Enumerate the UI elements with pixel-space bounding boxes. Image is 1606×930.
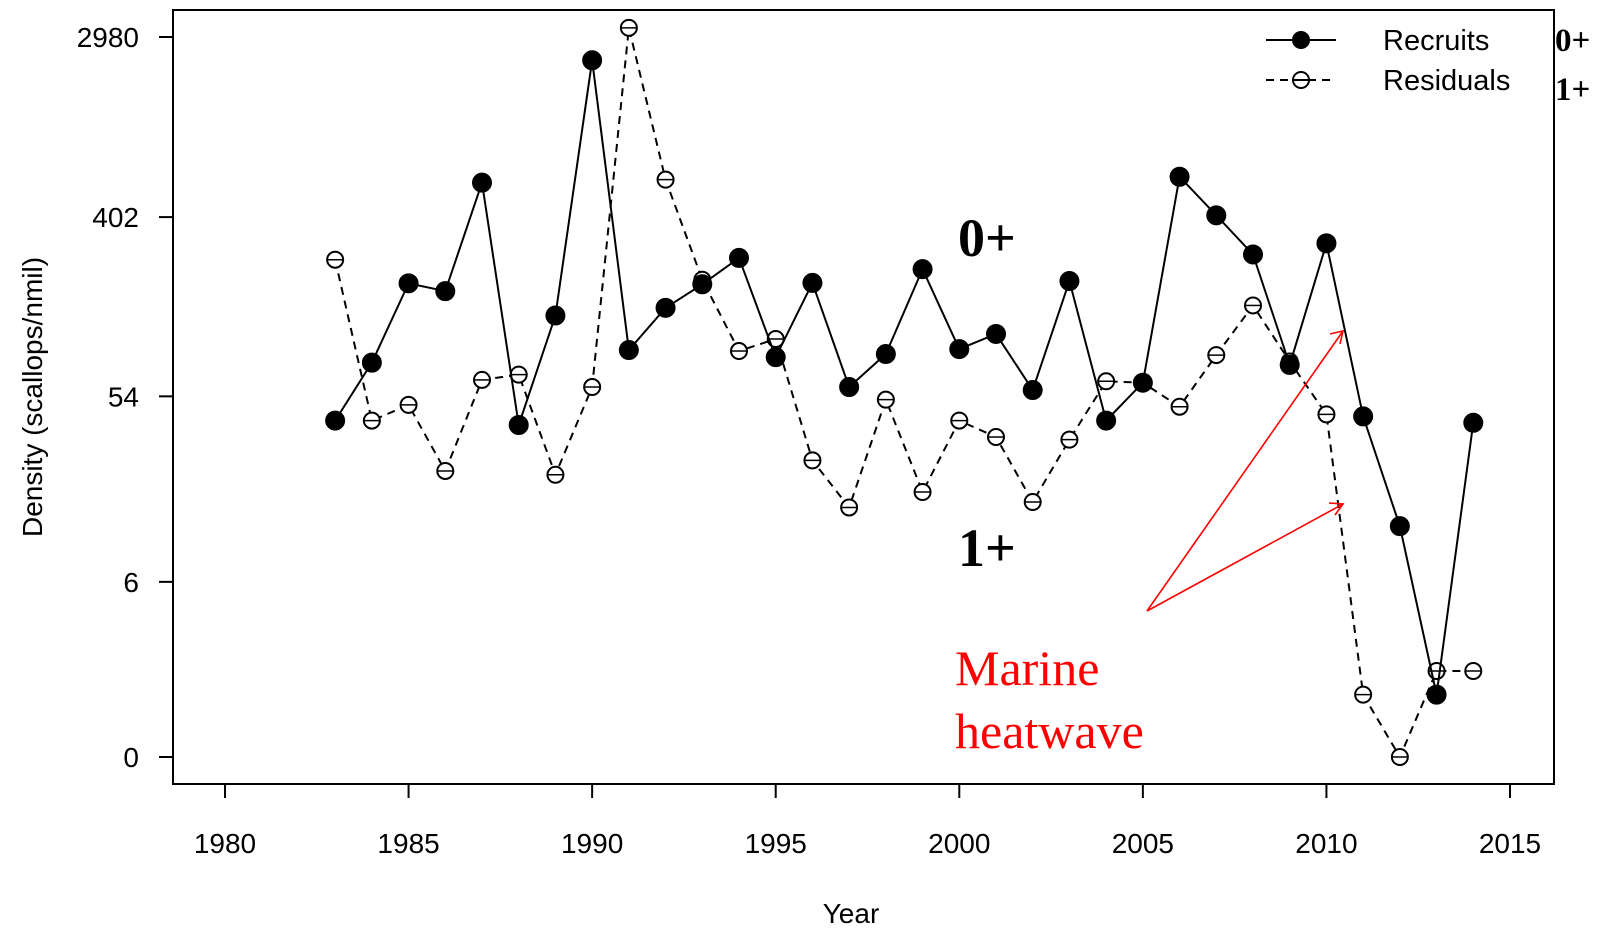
corner-label-0plus: 0+ [1555,23,1590,59]
recruits-point [655,297,676,318]
recruits-point [582,50,603,71]
recruits-point [508,415,529,436]
heatwave-label-line1: Marine [955,640,1099,696]
recruits-point [875,344,896,365]
corner-label-1plus-text: 1+ [1555,72,1590,108]
x-tick-label: 2005 [1112,828,1174,859]
recruits-point [949,339,970,360]
recruits-point [1022,380,1043,401]
recruits-point [1353,406,1374,427]
x-tick-label: 2010 [1295,828,1357,859]
legend-residuals-label: Residuals [1383,65,1510,97]
recruits-point [1463,412,1484,433]
x-tick-label: 1980 [194,828,256,859]
x-axis-title: Year [823,898,880,929]
recruits-point [1169,166,1190,187]
series-recruits [325,50,1484,705]
y-tick-label: 54 [108,381,139,412]
marine-heatwave-annotation: Marine heatwave [955,329,1345,759]
recruits-point [1096,410,1117,431]
heatwave-label-line2: heatwave [955,703,1144,759]
recruits-point [1389,516,1410,537]
recruits-point [765,347,786,368]
recruits-point [435,281,456,302]
y-tick-label: 2980 [77,22,139,53]
recruits-point [1132,372,1153,393]
recruits-point [1426,684,1447,705]
recruits-point [1243,244,1263,265]
corner-label-1plus: 1+ [1555,72,1590,108]
annotation-0plus: 0+ [958,208,1016,268]
y-tick-label: 6 [123,567,139,598]
x-axis: 1980 1985 1990 1995 2000 2005 2010 2015 [194,784,1541,859]
plot-frame [172,9,1555,785]
recruits-point [1316,233,1337,254]
y-tick-label: 0 [123,742,139,773]
recruits-point [729,247,749,268]
recruits-point [361,352,382,373]
recruits-point [802,272,823,293]
heatwave-arrow-lower [1146,503,1344,612]
heatwave-arrowhead-upper [1329,329,1345,345]
legend: Recruits Residuals [1266,25,1510,97]
legend-recruits-marker [1292,31,1310,49]
recruits-point [692,274,713,295]
x-tick-label: 1985 [377,828,439,859]
recruits-point [398,273,419,294]
x-tick-label: 1990 [561,828,623,859]
y-axis-title: Density (scallops/nmil) [17,257,48,537]
annotation-1plus: 1+ [958,518,1016,578]
recruits-point [1206,205,1227,226]
corner-label-0plus-text: 0+ [1555,23,1590,59]
x-tick-label: 1995 [745,828,807,859]
y-tick-label: 402 [92,202,139,233]
y-axis: 0 6 54 402 2980 [77,22,173,773]
recruits-point [1059,271,1080,292]
recruits-point [472,172,492,193]
x-tick-label: 2015 [1479,828,1541,859]
recruits-line [334,60,1475,695]
recruits-point [545,305,566,326]
residuals-line [334,27,1474,760]
recruits-point [1279,354,1300,375]
recruits-point [912,259,933,280]
recruits-point [325,410,346,431]
legend-recruits-label: Recruits [1383,25,1489,57]
x-tick-label: 2000 [928,828,990,859]
recruits-point [618,340,639,361]
recruits-point [986,323,1006,344]
heatwave-arrowhead-lower [1328,502,1345,516]
recruits-point [839,377,860,398]
series-residuals [326,18,1483,766]
heatwave-arrow-upper [1146,330,1344,612]
